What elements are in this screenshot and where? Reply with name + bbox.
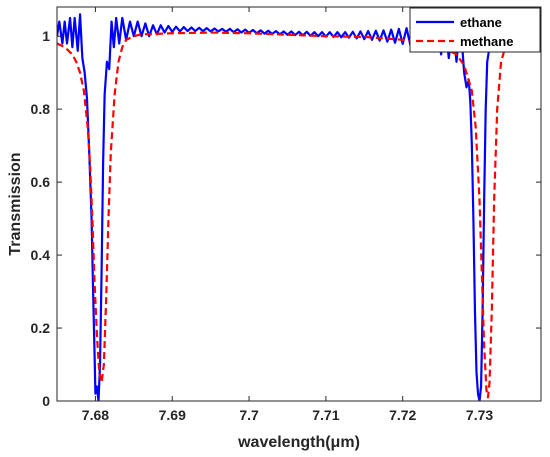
y-axis-label: Transmission: [7, 152, 24, 255]
y-tick-label: 0.6: [31, 174, 51, 190]
legend-label-ethane: ethane: [460, 15, 502, 30]
y-tick-label: 0.2: [31, 320, 51, 336]
axes-frame: [56, 6, 542, 402]
x-tick-label: 7.7: [239, 407, 259, 423]
x-tick-label: 7.68: [82, 407, 109, 423]
x-tick-label: 7.69: [159, 407, 186, 423]
y-tick-label: 0: [42, 393, 50, 409]
plot-area: [57, 13, 541, 401]
x-tick-label: 7.72: [389, 407, 416, 423]
y-tick-label: 0.4: [31, 247, 51, 263]
x-axis-label: wavelength(μm): [237, 434, 360, 451]
legend-label-methane: methane: [460, 34, 513, 49]
legend: ethane methane: [409, 7, 541, 53]
x-tick-label: 7.71: [312, 407, 339, 423]
y-tick-label: 0.8: [31, 101, 51, 117]
axes: 7.68 7.69 7.7 7.71 7.72 7.73 0 0.2 0.4 0.6 0.8 1 wav…: [7, 6, 542, 451]
series-line-methane: [57, 31, 541, 399]
y-tick-label: 1: [42, 28, 50, 44]
x-tick-label: 7.73: [466, 407, 493, 423]
legend-box: [409, 7, 541, 53]
series-line-ethane: [57, 13, 541, 401]
